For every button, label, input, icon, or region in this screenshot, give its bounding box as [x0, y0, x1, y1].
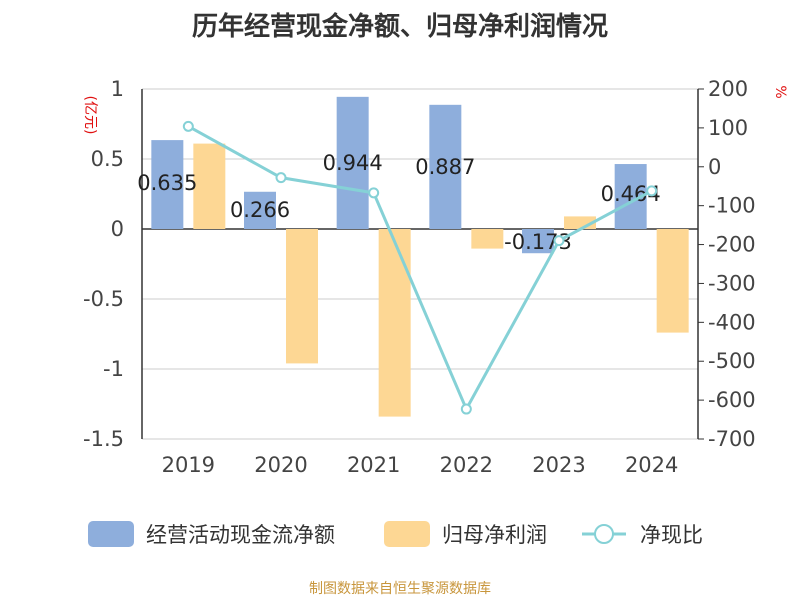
right-axis-tick-label: 0: [708, 155, 721, 179]
right-axis-tick-label: -500: [708, 349, 756, 373]
x-axis-tick-label: 2022: [440, 453, 493, 477]
bar-operating-cash-flow: [151, 140, 184, 229]
bar-data-label: 0.887: [415, 155, 475, 179]
data-source-note: 制图数据来自恒生聚源数据库: [309, 581, 491, 597]
bar-operating-cash-flow: [429, 104, 462, 229]
left-axis-tick-label: -1.5: [83, 427, 124, 451]
bar-net-profit: [286, 229, 318, 364]
left-axis-tick-label: 1: [111, 77, 124, 101]
bar-net-profit: [471, 229, 504, 249]
left-axis-tick-label: 0.5: [91, 147, 124, 171]
x-axis-tick-label: 2023: [532, 453, 585, 477]
line-point: [275, 172, 287, 184]
right-axis-unit: %: [772, 85, 788, 98]
line-point: [368, 187, 380, 199]
x-axis-tick-label: 2020: [254, 453, 307, 477]
right-axis-tick-label: 100: [708, 116, 748, 140]
legend-swatch-net-profit: [384, 521, 430, 547]
bar-net-profit: [656, 229, 689, 333]
x-axis-tick-label: 2019: [162, 453, 215, 477]
line-point: [646, 185, 658, 197]
legend-label-net-cash-ratio: 净现比: [640, 523, 703, 547]
right-axis-tick-label: -100: [708, 194, 756, 218]
line-net-cash-ratio: [187, 125, 653, 413]
x-axis-tick-label: 2021: [347, 453, 400, 477]
left-axis-tick-label: -0.5: [83, 287, 124, 311]
right-axis-tick-label: -700: [708, 427, 756, 451]
right-axis-tick-label: -400: [708, 310, 756, 334]
legend-label-operating-cash-flow: 经营活动现金流净额: [146, 523, 335, 547]
bar-operating-cash-flow: [336, 96, 369, 229]
bar-net-profit: [378, 229, 411, 417]
legend-swatch-marker: [594, 524, 614, 544]
bar-data-label: 0.944: [323, 151, 383, 175]
right-axis-tick-label: -600: [708, 388, 756, 412]
bar-operating-cash-flow: [522, 229, 554, 254]
line-point: [460, 403, 472, 415]
bar-net-profit: [193, 143, 226, 229]
line-point: [553, 235, 565, 247]
line-point: [182, 120, 194, 132]
bar-operating-cash-flow: [244, 191, 276, 229]
left-axis-tick-label: 0: [111, 217, 124, 241]
chart-title: 历年经营现金净额、归母净利润情况: [191, 12, 608, 42]
right-axis-tick-label: -200: [708, 233, 756, 257]
legend-swatch-operating-cash-flow: [88, 521, 134, 547]
left-axis-unit: (亿元): [82, 96, 98, 135]
right-axis-tick-label: -300: [708, 271, 756, 295]
left-axis-tick-label: -1: [103, 357, 124, 381]
bar-data-label: 0.266: [230, 198, 290, 222]
bar-data-label: 0.635: [137, 171, 197, 195]
legend-label-net-profit: 归母净利润: [442, 523, 547, 547]
x-axis-tick-label: 2024: [625, 453, 678, 477]
right-axis-tick-label: 200: [708, 77, 748, 101]
